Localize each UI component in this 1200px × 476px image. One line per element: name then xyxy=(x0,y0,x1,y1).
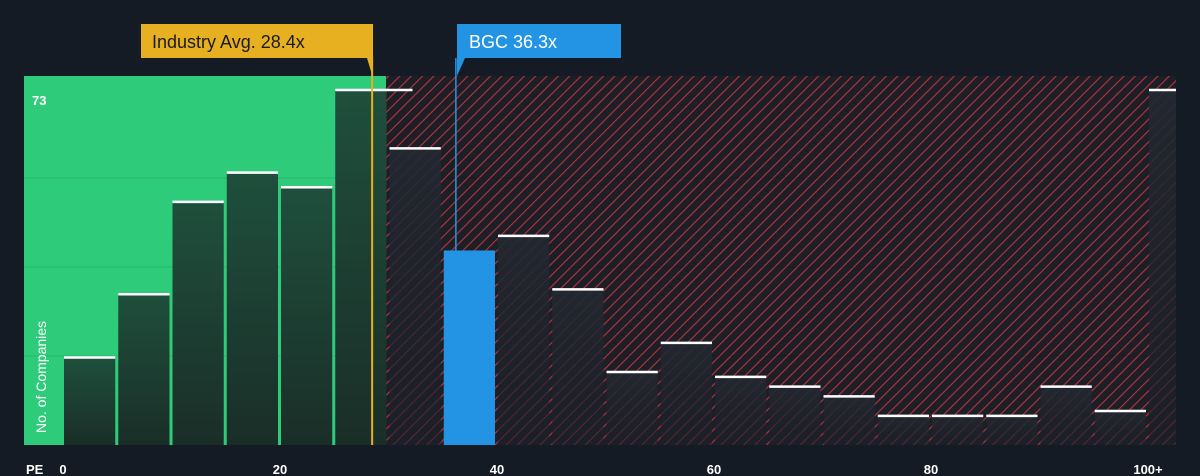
x-tick-labels: 0 20 40 60 80 100+ xyxy=(59,462,1163,476)
bars-group xyxy=(64,88,1176,446)
y-axis-label: No. of Companies xyxy=(33,321,49,433)
company-pe-label: BGC 36.3x xyxy=(469,32,557,52)
histogram-bar xyxy=(226,172,278,445)
histogram-bar xyxy=(552,289,604,445)
x-tick-label: 80 xyxy=(924,462,938,476)
histogram-bar xyxy=(877,415,929,445)
histogram-bar xyxy=(715,376,767,445)
industry-avg-label: Industry Avg. 28.4x xyxy=(152,32,305,52)
x-axis-label: PE xyxy=(26,462,44,476)
histogram-bar xyxy=(335,90,387,445)
histogram-bar xyxy=(606,372,658,445)
histogram-bar xyxy=(660,342,712,445)
histogram-bar xyxy=(1094,410,1146,445)
histogram-bar xyxy=(932,415,984,445)
y-max-label: 73 xyxy=(32,93,46,108)
histogram-bar xyxy=(1040,386,1092,445)
x-tick-label: 20 xyxy=(273,462,287,476)
histogram-bar xyxy=(986,415,1038,445)
x-tick-label: 60 xyxy=(707,462,721,476)
histogram-bar xyxy=(769,386,821,445)
company-callout: BGC 36.3x xyxy=(457,24,621,76)
histogram-bar xyxy=(64,357,116,445)
histogram-bar xyxy=(1149,90,1176,445)
histogram-bar xyxy=(118,294,170,445)
x-tick-label: 100+ xyxy=(1133,462,1163,476)
histogram-bar xyxy=(281,187,333,446)
histogram-bar xyxy=(443,250,495,445)
histogram-bar xyxy=(172,201,224,445)
industry-avg-callout: Industry Avg. 28.4x xyxy=(141,24,373,78)
x-tick-label: 40 xyxy=(490,462,504,476)
x-tick-label: 0 xyxy=(59,462,66,476)
histogram-bar xyxy=(498,235,550,445)
histogram-bar xyxy=(389,148,441,445)
histogram-bar xyxy=(823,396,875,445)
